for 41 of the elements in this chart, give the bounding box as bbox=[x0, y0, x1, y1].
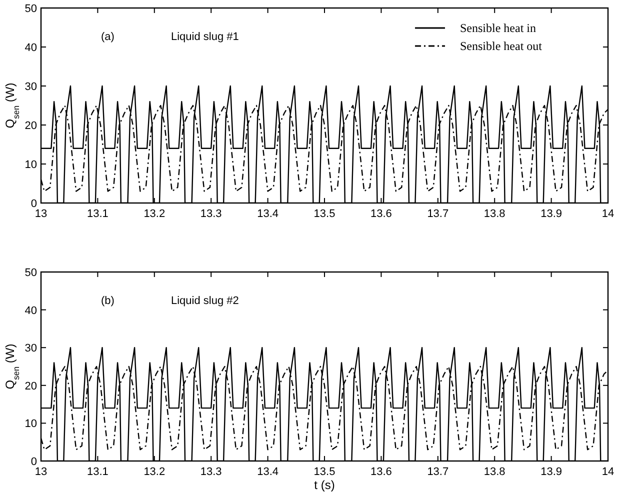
x-tick-label: 13.9 bbox=[540, 208, 562, 220]
x-tick-label: 13.3 bbox=[200, 466, 222, 478]
x-tick-label: 13.5 bbox=[314, 208, 336, 220]
x-tick-label: 13.6 bbox=[370, 466, 392, 478]
x-tick-label: 13.6 bbox=[370, 208, 392, 220]
y-tick-label: 30 bbox=[24, 342, 37, 355]
y-tick-label: 0 bbox=[30, 198, 37, 210]
x-tick-label: 13.3 bbox=[200, 208, 222, 220]
annotation: (b) bbox=[101, 295, 114, 307]
y-tick-label: 20 bbox=[24, 120, 37, 132]
x-tick-label: 13.9 bbox=[540, 466, 562, 478]
x-tick-label: 13.2 bbox=[144, 208, 166, 220]
legend-label: Sensible heat out bbox=[460, 39, 543, 53]
y-tick-label: 50 bbox=[24, 267, 37, 279]
x-tick-label: 13.7 bbox=[427, 466, 449, 478]
x-tick-label: 13.5 bbox=[314, 466, 336, 478]
y-tick-label: 30 bbox=[24, 81, 37, 93]
x-tick-label: 14 bbox=[602, 208, 614, 220]
x-tick-label: 13 bbox=[34, 466, 48, 478]
annotation: Liquid slug #1 bbox=[171, 31, 239, 43]
x-tick-label: 13 bbox=[34, 208, 48, 220]
y-tick-label: 10 bbox=[24, 159, 37, 171]
x-axis-title: t (s) bbox=[314, 478, 335, 492]
y-tick-label: 20 bbox=[24, 380, 37, 392]
x-tick-label: 14 bbox=[602, 466, 614, 478]
x-tick-label: 13.2 bbox=[144, 466, 166, 478]
legend-label: Sensible heat in bbox=[460, 21, 536, 35]
x-tick-label: 13.8 bbox=[484, 208, 506, 220]
y-tick-label: 0 bbox=[30, 456, 37, 468]
x-tick-label: 13.7 bbox=[427, 208, 449, 220]
x-tick-label: 13.1 bbox=[86, 466, 108, 478]
y-tick-label: 50 bbox=[24, 3, 37, 15]
annotation: (a) bbox=[101, 31, 114, 43]
annotation: Liquid slug #2 bbox=[171, 295, 239, 307]
y-tick-label: 40 bbox=[24, 42, 37, 54]
y-tick-label: 40 bbox=[24, 304, 37, 317]
x-tick-label: 13.4 bbox=[257, 466, 279, 478]
x-tick-label: 13.4 bbox=[257, 208, 279, 220]
y-tick-label: 10 bbox=[24, 418, 37, 430]
x-tick-label: 13.1 bbox=[86, 208, 108, 220]
x-tick-label: 13.8 bbox=[484, 466, 506, 478]
